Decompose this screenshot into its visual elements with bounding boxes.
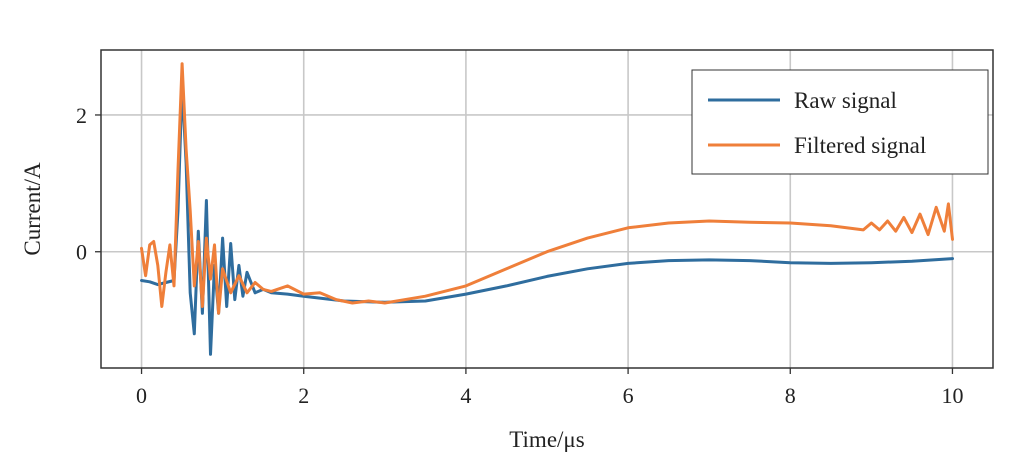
legend-label-raw-signal: Raw signal — [794, 88, 897, 113]
x-tick-label: 8 — [785, 383, 796, 408]
x-tick-label: 10 — [941, 383, 963, 408]
legend: Raw signal Filtered signal — [691, 69, 989, 175]
x-tick-label: 4 — [460, 383, 471, 408]
x-tick-label: 2 — [298, 383, 309, 408]
x-tick-label: 0 — [136, 383, 147, 408]
x-tick-label: 6 — [623, 383, 634, 408]
y-tick-label: 0 — [76, 240, 87, 265]
plot-frame — [100, 49, 994, 369]
series-line-1 — [140, 62, 954, 315]
series-lines — [140, 62, 954, 356]
y-tick-label: 2 — [76, 103, 87, 128]
series-line-0 — [140, 82, 954, 356]
axis-ticks: 0 2 4 6 8 10 0 2 — [76, 103, 963, 408]
legend-label-filtered-signal: Filtered signal — [794, 133, 926, 158]
y-axis-label: Current/A — [20, 162, 45, 256]
legend-box — [691, 69, 989, 175]
x-axis-label: Time/μs — [509, 427, 584, 452]
